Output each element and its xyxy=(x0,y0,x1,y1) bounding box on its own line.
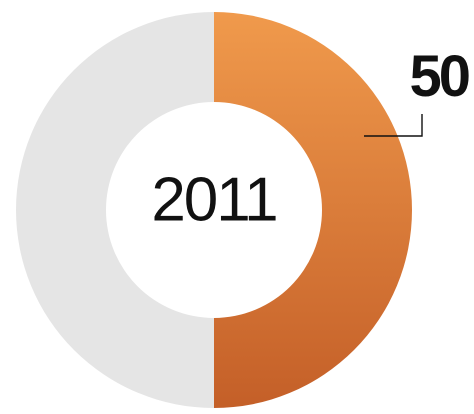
labels-layer: 50 xyxy=(364,44,472,137)
value-label-leader-line xyxy=(364,114,423,137)
slices-layer xyxy=(16,12,412,408)
slice-value-label: 50 xyxy=(409,44,468,109)
donut-slice-highlight xyxy=(214,12,412,408)
donut-slice-remainder xyxy=(16,12,214,408)
center-year-label: 2011 xyxy=(151,165,276,234)
